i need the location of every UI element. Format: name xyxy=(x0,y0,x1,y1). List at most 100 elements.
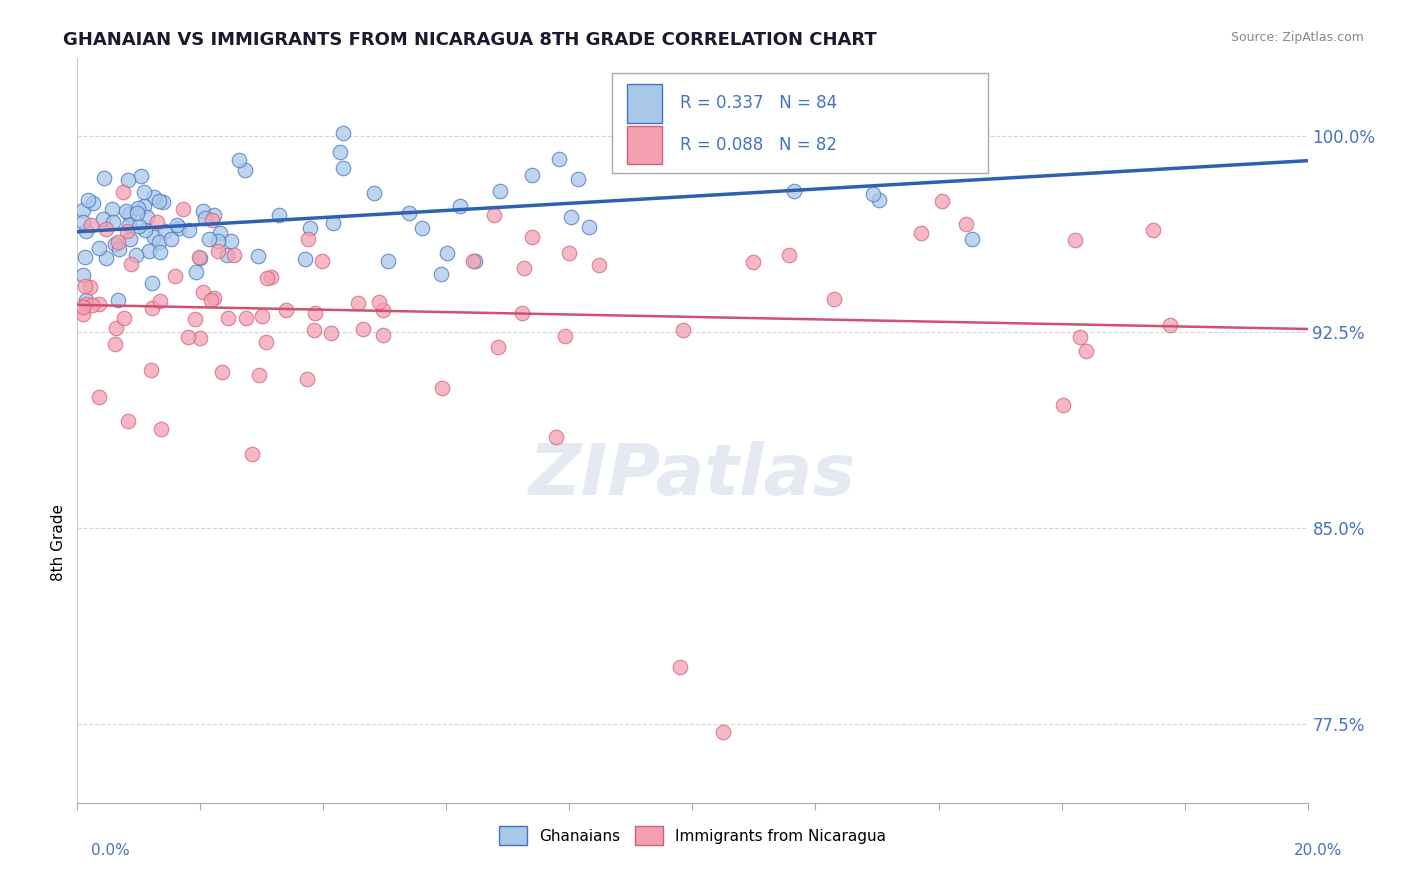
Point xyxy=(193,203,215,218)
Point xyxy=(669,660,692,674)
Point xyxy=(363,186,385,200)
Point xyxy=(80,218,103,232)
Point xyxy=(107,293,129,307)
Point xyxy=(75,296,97,310)
Point xyxy=(136,210,159,224)
Point xyxy=(184,265,207,279)
Point xyxy=(1142,223,1164,237)
Point xyxy=(155,224,177,238)
Point xyxy=(72,308,94,322)
Point xyxy=(512,306,534,320)
Point xyxy=(304,306,326,320)
Point xyxy=(101,202,124,216)
Point xyxy=(449,199,471,213)
Point xyxy=(960,232,983,246)
Point xyxy=(1074,344,1097,359)
Point xyxy=(222,248,245,262)
Point xyxy=(371,302,394,317)
Point xyxy=(127,201,149,215)
Point xyxy=(143,230,166,244)
Text: Source: ZipAtlas.com: Source: ZipAtlas.com xyxy=(1230,31,1364,45)
Point xyxy=(429,267,451,281)
Point xyxy=(520,169,543,183)
Point xyxy=(87,391,110,405)
Point xyxy=(322,216,344,230)
Text: R = 0.337   N = 84: R = 0.337 N = 84 xyxy=(681,95,838,112)
Point xyxy=(75,224,97,238)
Point xyxy=(146,214,169,228)
Point xyxy=(104,321,127,335)
Point xyxy=(211,365,233,379)
Point xyxy=(118,207,141,221)
Text: 0.0%: 0.0% xyxy=(91,843,131,858)
Point xyxy=(742,255,765,269)
Point xyxy=(464,254,486,268)
Point xyxy=(931,194,953,208)
Point xyxy=(193,211,215,226)
Point xyxy=(377,253,399,268)
Point xyxy=(778,247,800,261)
FancyBboxPatch shape xyxy=(627,126,662,164)
Point xyxy=(91,212,114,227)
Point xyxy=(207,244,229,258)
Point xyxy=(188,251,211,265)
Text: R = 0.088   N = 82: R = 0.088 N = 82 xyxy=(681,136,837,154)
Point xyxy=(104,337,127,351)
Point xyxy=(72,300,94,314)
Point xyxy=(149,244,172,259)
Point xyxy=(398,206,420,220)
Point xyxy=(200,293,222,307)
Legend: Ghanaians, Immigrants from Nicaragua: Ghanaians, Immigrants from Nicaragua xyxy=(494,820,891,851)
Point xyxy=(862,187,884,202)
Point xyxy=(347,296,370,310)
Point xyxy=(546,430,568,444)
Y-axis label: 8th Grade: 8th Grade xyxy=(51,504,66,581)
Point xyxy=(198,232,221,246)
Point xyxy=(141,276,163,290)
Point xyxy=(93,170,115,185)
Point xyxy=(332,161,354,175)
Point xyxy=(120,232,142,246)
Point xyxy=(177,223,200,237)
Point xyxy=(371,327,394,342)
FancyBboxPatch shape xyxy=(613,73,988,173)
Point xyxy=(329,145,352,159)
Point xyxy=(256,271,278,285)
Point xyxy=(128,219,150,234)
Point xyxy=(332,126,354,140)
Point xyxy=(482,208,505,222)
Text: GHANAIAN VS IMMIGRANTS FROM NICARAGUA 8TH GRADE CORRELATION CHART: GHANAIAN VS IMMIGRANTS FROM NICARAGUA 8T… xyxy=(63,31,877,49)
Point xyxy=(208,226,231,240)
Point xyxy=(75,293,97,307)
Point xyxy=(167,221,190,235)
Point xyxy=(148,194,170,208)
Point xyxy=(1159,318,1181,332)
Point xyxy=(148,235,170,249)
Point xyxy=(868,194,890,208)
Point xyxy=(188,250,211,264)
Point xyxy=(547,152,569,166)
Point xyxy=(172,202,194,216)
Point xyxy=(79,280,101,294)
Point xyxy=(235,311,257,326)
Point xyxy=(72,203,94,218)
Point xyxy=(352,322,374,336)
Point xyxy=(150,422,173,436)
Point xyxy=(267,208,290,222)
Point xyxy=(233,163,256,178)
Point xyxy=(217,311,239,326)
Point xyxy=(138,244,160,258)
Point xyxy=(1069,329,1091,343)
Point xyxy=(1052,398,1074,412)
Point xyxy=(250,309,273,323)
Point xyxy=(115,223,138,237)
Point xyxy=(567,172,589,186)
Point xyxy=(101,215,124,229)
Point xyxy=(436,246,458,260)
Point xyxy=(82,195,104,210)
Point xyxy=(77,193,100,207)
Point xyxy=(72,268,94,282)
Point xyxy=(294,252,316,267)
Point xyxy=(246,249,269,263)
Point xyxy=(554,329,576,343)
